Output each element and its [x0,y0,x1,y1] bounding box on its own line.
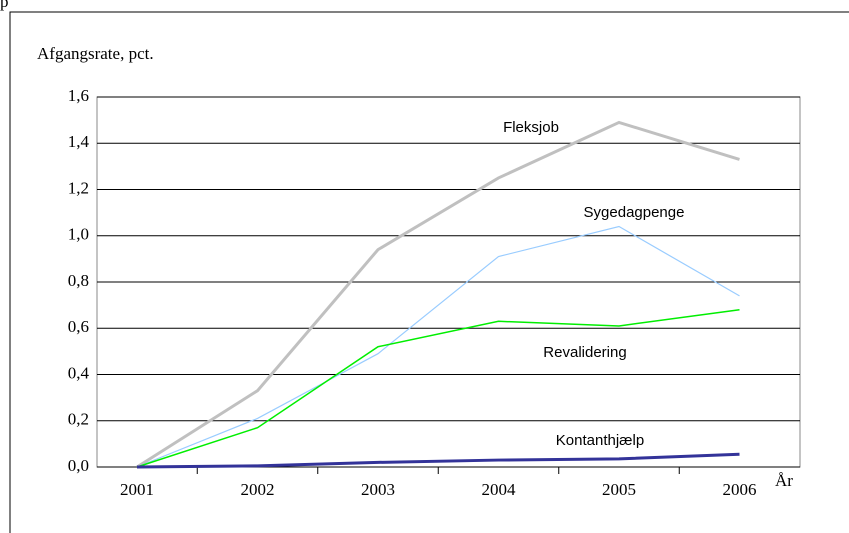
y-tick-label: 0,4 [68,363,90,382]
y-tick-label: 0,2 [68,410,89,429]
y-tick-label: 1,6 [68,86,89,105]
series-line [136,452,740,469]
y-tick-label: 0,0 [68,456,89,475]
series-label: Fleksjob [503,119,559,136]
x-tick-label: 2003 [361,480,395,499]
x-tick-label: 2006 [723,480,757,499]
series-line [136,309,740,468]
x-tick-label: 2001 [120,480,154,499]
frame [9,11,849,533]
y-tick-label: 0,8 [68,271,89,290]
y-tick-label: 1,4 [68,132,90,151]
page-fragment: p [0,0,9,11]
y-tick-label: 0,6 [68,317,89,336]
series-line [136,225,740,468]
y-tick-label: 1,0 [68,225,89,244]
x-tick-label: 2004 [482,480,517,499]
y-axis-label: Afgangsrate, pct. [37,44,154,63]
series-label: Revalidering [543,344,626,361]
series-label: Sygedagpenge [584,204,685,221]
series-label: Kontanthjælp [556,432,644,449]
x-axis-label: År [775,471,793,490]
series-line [136,120,740,469]
y-tick-label: 1,2 [68,178,89,197]
x-tick-label: 2005 [602,480,636,499]
x-tick-label: 2002 [241,480,275,499]
